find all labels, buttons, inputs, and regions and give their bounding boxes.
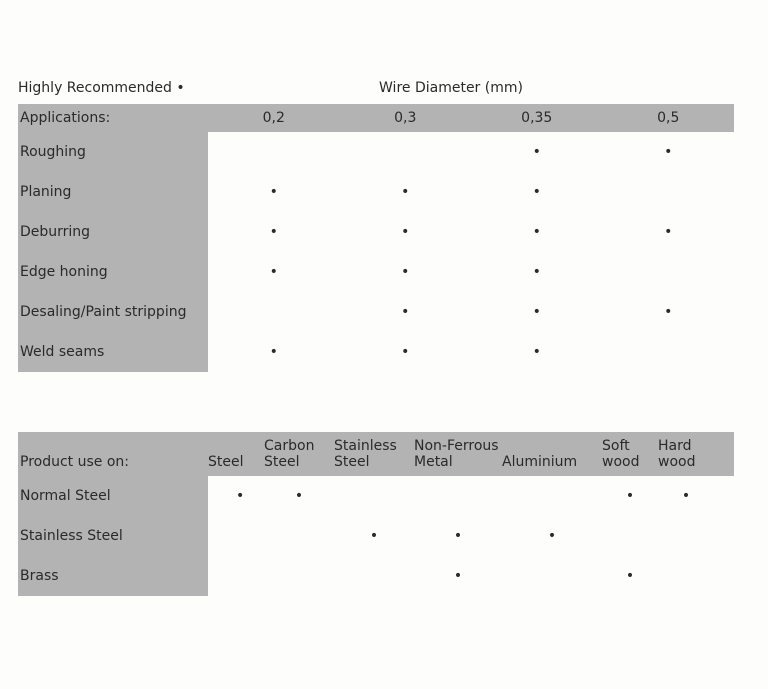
t2-col-5: Soft wood <box>602 438 658 470</box>
t2-row-label: Normal Steel <box>18 476 208 516</box>
dot-icon: • <box>533 184 541 200</box>
dot-icon: • <box>664 144 672 160</box>
dot-icon: • <box>533 344 541 360</box>
t2-header-label: Product use on: <box>18 454 208 470</box>
t2-cell: • <box>264 488 334 504</box>
t1-row-label: Desaling/Paint stripping <box>18 292 208 332</box>
t2-row-label: Stainless Steel <box>18 516 208 556</box>
t1-cell: • <box>208 264 340 280</box>
dot-icon: • <box>401 224 409 240</box>
t1-cell: • <box>340 304 472 320</box>
dot-icon: • <box>533 224 541 240</box>
t1-cell: • <box>208 184 340 200</box>
t2-cell: • <box>414 528 502 544</box>
t1-cell: • <box>471 304 603 320</box>
t2-col-0: Steel <box>208 454 264 470</box>
t1-row: Weld seams • • • <box>18 332 734 372</box>
t2-col-1: Carbon Steel <box>264 438 334 470</box>
dot-icon: • <box>533 304 541 320</box>
dot-icon: • <box>664 304 672 320</box>
dot-icon: • <box>401 264 409 280</box>
t1-cell: • <box>340 264 472 280</box>
t1-col-2: 0,35 <box>471 110 603 126</box>
t1-cell: • <box>603 144 735 160</box>
dot-icon: • <box>270 184 278 200</box>
legend-title: Wire Diameter (mm) <box>208 80 734 96</box>
dot-icon: • <box>370 528 378 544</box>
t1-cell: • <box>208 224 340 240</box>
dot-icon: • <box>664 224 672 240</box>
t1-col-1: 0,3 <box>340 110 472 126</box>
t1-col-0: 0,2 <box>208 110 340 126</box>
product-use-table: Product use on: Steel Carbon Steel Stain… <box>18 432 734 596</box>
wire-diameter-table: Highly Recommended • Wire Diameter (mm) … <box>18 80 734 372</box>
dot-icon: • <box>236 488 244 504</box>
t2-cell: • <box>208 488 264 504</box>
t1-cell: • <box>340 224 472 240</box>
t2-cell: • <box>602 568 658 584</box>
t2-col-3: Non-Ferrous Metal <box>414 438 502 470</box>
t1-header-row: Applications: 0,2 0,3 0,35 0,5 <box>18 104 734 132</box>
t1-cell: • <box>471 144 603 160</box>
dot-icon: • <box>401 184 409 200</box>
t2-col-6: Hard wood <box>658 438 714 470</box>
t2-header-row: Product use on: Steel Carbon Steel Stain… <box>18 432 734 476</box>
t1-cell: • <box>471 264 603 280</box>
dot-icon: • <box>401 304 409 320</box>
t2-cell: • <box>658 488 714 504</box>
t1-cell: • <box>208 344 340 360</box>
dot-icon: • <box>626 488 634 504</box>
dot-icon: • <box>295 488 303 504</box>
t1-row-label: Weld seams <box>18 332 208 372</box>
t2-row-label: Brass <box>18 556 208 596</box>
t1-row: Roughing • • <box>18 132 734 172</box>
t2-cell: • <box>602 488 658 504</box>
dot-icon: • <box>270 344 278 360</box>
dot-icon: • <box>548 528 556 544</box>
legend-row: Highly Recommended • Wire Diameter (mm) <box>18 80 734 96</box>
t1-cell: • <box>603 304 735 320</box>
t1-col-3: 0,5 <box>603 110 735 126</box>
t1-body: Roughing••Planing•••Deburring••••Edge ho… <box>18 132 734 372</box>
t2-col-4: Aluminium <box>502 454 602 470</box>
t1-cell: • <box>603 224 735 240</box>
t1-cell: • <box>471 224 603 240</box>
t1-row: Desaling/Paint stripping • • • <box>18 292 734 332</box>
t1-cell: • <box>340 184 472 200</box>
dot-icon: • <box>454 568 462 584</box>
dot-icon: • <box>626 568 634 584</box>
dot-icon: • <box>533 144 541 160</box>
t2-cell: • <box>502 528 602 544</box>
t1-cell: • <box>471 184 603 200</box>
t1-row-label: Roughing <box>18 132 208 172</box>
t1-row-label: Deburring <box>18 212 208 252</box>
t1-row-label: Edge honing <box>18 252 208 292</box>
t1-cell: • <box>471 344 603 360</box>
t1-header-label: Applications: <box>18 110 208 126</box>
dot-icon: • <box>401 344 409 360</box>
t1-cell: • <box>340 344 472 360</box>
t2-cell: • <box>414 568 502 584</box>
t2-body: Normal Steel • • • • Stainless Steel • • • Brass •… <box>18 476 734 596</box>
dot-icon: • <box>533 264 541 280</box>
t2-row: Stainless Steel • • • <box>18 516 734 556</box>
t2-row: Normal Steel • • • • <box>18 476 734 516</box>
t1-row: Deburring • • • • <box>18 212 734 252</box>
legend-text: Highly Recommended • <box>18 80 208 96</box>
t2-col-2: Stainless Steel <box>334 438 414 470</box>
t1-row: Edge honing • • • <box>18 252 734 292</box>
t1-row-label: Planing <box>18 172 208 212</box>
t2-cell: • <box>334 528 414 544</box>
dot-icon: • <box>682 488 690 504</box>
dot-icon: • <box>270 264 278 280</box>
dot-icon: • <box>454 528 462 544</box>
dot-icon: • <box>270 224 278 240</box>
t1-row: Planing • • • <box>18 172 734 212</box>
t2-row: Brass • • <box>18 556 734 596</box>
